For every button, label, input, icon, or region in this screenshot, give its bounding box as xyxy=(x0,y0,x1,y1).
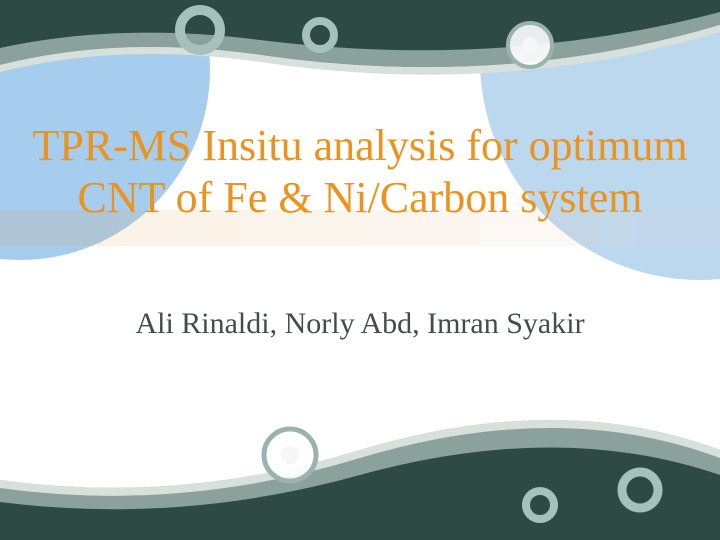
deco-circles-bottom xyxy=(0,380,720,540)
slide-authors: Ali Rinaldi, Norly Abd, Imran Syakir xyxy=(0,305,720,343)
slide-title: TPR-MS Insitu analysis for optimum CNT o… xyxy=(0,120,720,224)
slide-container: TPR-MS Insitu analysis for optimum CNT o… xyxy=(0,0,720,540)
deco-circles-top xyxy=(0,0,720,120)
